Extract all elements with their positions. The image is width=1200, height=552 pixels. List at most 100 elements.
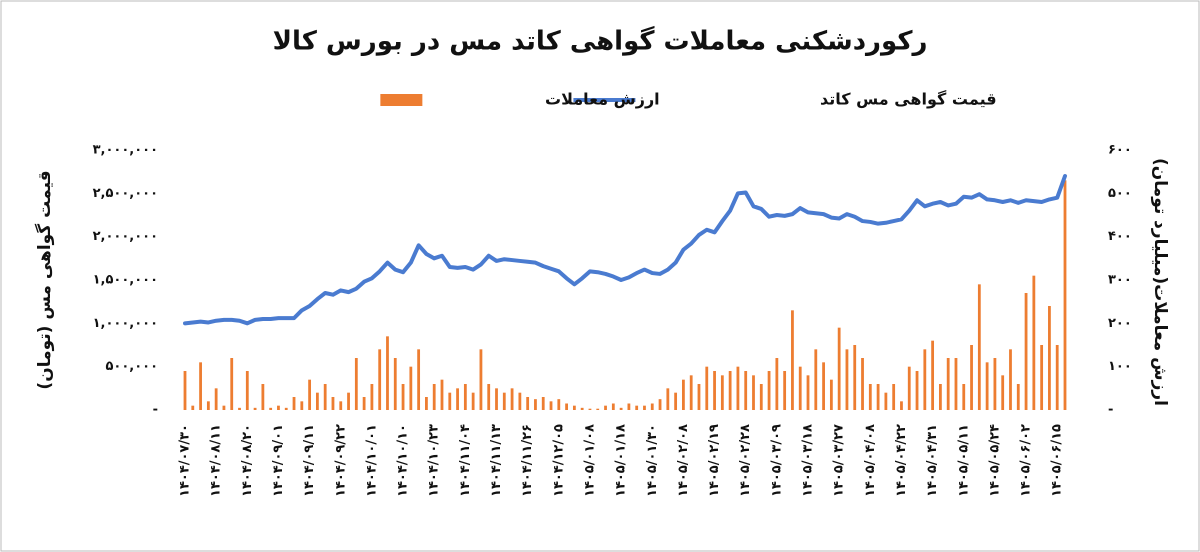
bar: [206, 401, 210, 410]
bar: [292, 397, 296, 410]
bar: [456, 388, 459, 410]
bar: [1055, 345, 1059, 410]
bar: [417, 349, 421, 410]
y-tick-label: ۱,۵۰۰,۰۰۰: [93, 273, 158, 288]
y2-tick-label: ۵۰۰: [1108, 186, 1132, 201]
bar: [300, 401, 304, 410]
x-tick-label: ۱۴۰۵/۰۶/۰۲: [1019, 424, 1034, 497]
y-tick-label: ۲,۰۰۰,۰۰۰: [93, 229, 158, 244]
bar: [463, 384, 467, 410]
bar: [315, 392, 319, 410]
bar: [775, 358, 779, 410]
bar: [861, 358, 864, 410]
bar: [534, 399, 537, 410]
line: [183, 174, 1067, 326]
bar: [868, 384, 872, 410]
bar: [362, 397, 366, 410]
x-tick-label: ۱۴۰۴/۰۷/۳۰: [178, 424, 193, 497]
x-tick-label: ۱۴۰۵/۰۴/۲۲: [894, 424, 909, 497]
bar: [728, 371, 732, 410]
x-tick-label: ۱۴۰۴/۱۱/۲۶: [520, 424, 535, 497]
bar: [1009, 349, 1012, 410]
x-tick-label: ۱۴۰۵/۰۴/۰۸: [863, 424, 878, 497]
bar: [977, 284, 981, 410]
bar: [495, 388, 498, 410]
bar: [253, 407, 257, 410]
bar: [370, 384, 374, 410]
bar: [713, 371, 716, 410]
bar: [720, 375, 724, 410]
bar: [604, 405, 607, 410]
bar: [798, 366, 802, 410]
x-tick-label: ۱۴۰۵/۰۳/۰۹: [769, 424, 784, 497]
bar: [487, 384, 491, 410]
x-tick-label: ۱۴۰۵/۰۵/۱۱: [956, 424, 971, 497]
y2-tick-label: ۲۰۰: [1108, 316, 1132, 331]
bar: [650, 403, 654, 410]
bar: [284, 407, 288, 410]
bar: [549, 401, 553, 410]
bar: [580, 407, 584, 410]
bar: [736, 366, 740, 410]
x-tick-label: ۱۴۰۴/۰۸/۲۰: [240, 424, 255, 497]
bar: [199, 362, 202, 410]
bar: [378, 349, 382, 410]
bar: [269, 407, 273, 410]
bar: [230, 358, 234, 410]
x-tick-label: ۱۴۰۴/۱۱/۰۴: [458, 424, 473, 497]
bar: [238, 407, 241, 410]
x-tick-label: ۱۴۰۴/۱۰/۰۱: [364, 424, 379, 497]
bar: [502, 392, 506, 410]
bar: [331, 397, 335, 410]
bar: [191, 405, 195, 410]
bar: [791, 310, 794, 410]
legend-label: ارزش معاملات: [545, 90, 660, 109]
bar: [261, 384, 265, 410]
bar: [845, 349, 849, 410]
bar: [245, 371, 249, 410]
x-tick-label: ۱۴۰۴/۱۰/۲۳: [427, 424, 442, 497]
y2-tick-label: -: [1108, 403, 1113, 418]
x-tick-label: ۱۴۰۴/۱۱/۱۳: [489, 424, 504, 497]
x-tick-label: ۱۴۰۵/۰۵/۲۴: [987, 424, 1002, 497]
y2-tick-label: ۶۰۰: [1108, 143, 1132, 158]
x-tick-label: ۱۴۰۵/۰۱/۱۸: [614, 424, 629, 497]
bar: [1001, 375, 1005, 410]
bar: [1048, 306, 1051, 410]
bar: [682, 379, 685, 410]
bar: [962, 384, 966, 410]
x-tick-label: ۱۴۰۵/۰۲/۲۸: [738, 424, 753, 497]
bar: [354, 358, 358, 410]
bar: [938, 384, 942, 410]
bar: [1032, 275, 1036, 410]
bar: [705, 366, 709, 410]
bar: [689, 375, 693, 410]
bar: [876, 384, 880, 410]
x-tick-label: ۱۴۰۴/۱۲/۰۵: [551, 424, 566, 497]
bar: [1063, 180, 1067, 410]
y-tick-label: ۵۰۰,۰۰۰: [105, 359, 158, 374]
y-tick-label: ۳,۰۰۰,۰۰۰: [93, 143, 158, 158]
bar: [900, 401, 903, 410]
bar: [759, 384, 763, 410]
bar: [853, 345, 857, 410]
bar: [277, 405, 280, 410]
x-tick-label: ۱۴۰۵/۰۳/۲۷: [832, 424, 847, 497]
bar: [572, 405, 576, 410]
x-tick-label: ۱۴۰۴/۰۸/۱۱: [209, 424, 224, 497]
bar: [386, 336, 389, 410]
bar: [479, 349, 483, 410]
y-tick-label: -: [153, 403, 158, 418]
bar: [526, 397, 530, 410]
bar: [643, 405, 646, 410]
x-tick-label: ۱۴۰۵/۰۱/۳۰: [645, 424, 660, 497]
bar: [666, 388, 670, 410]
bar: [565, 403, 568, 410]
legend-swatch: [380, 94, 423, 106]
bar: [471, 392, 475, 410]
bar: [440, 379, 444, 410]
x-tick-label: ۱۴۰۵/۰۳/۱۸: [801, 424, 816, 497]
bar: [752, 375, 755, 410]
bar: [674, 392, 678, 410]
